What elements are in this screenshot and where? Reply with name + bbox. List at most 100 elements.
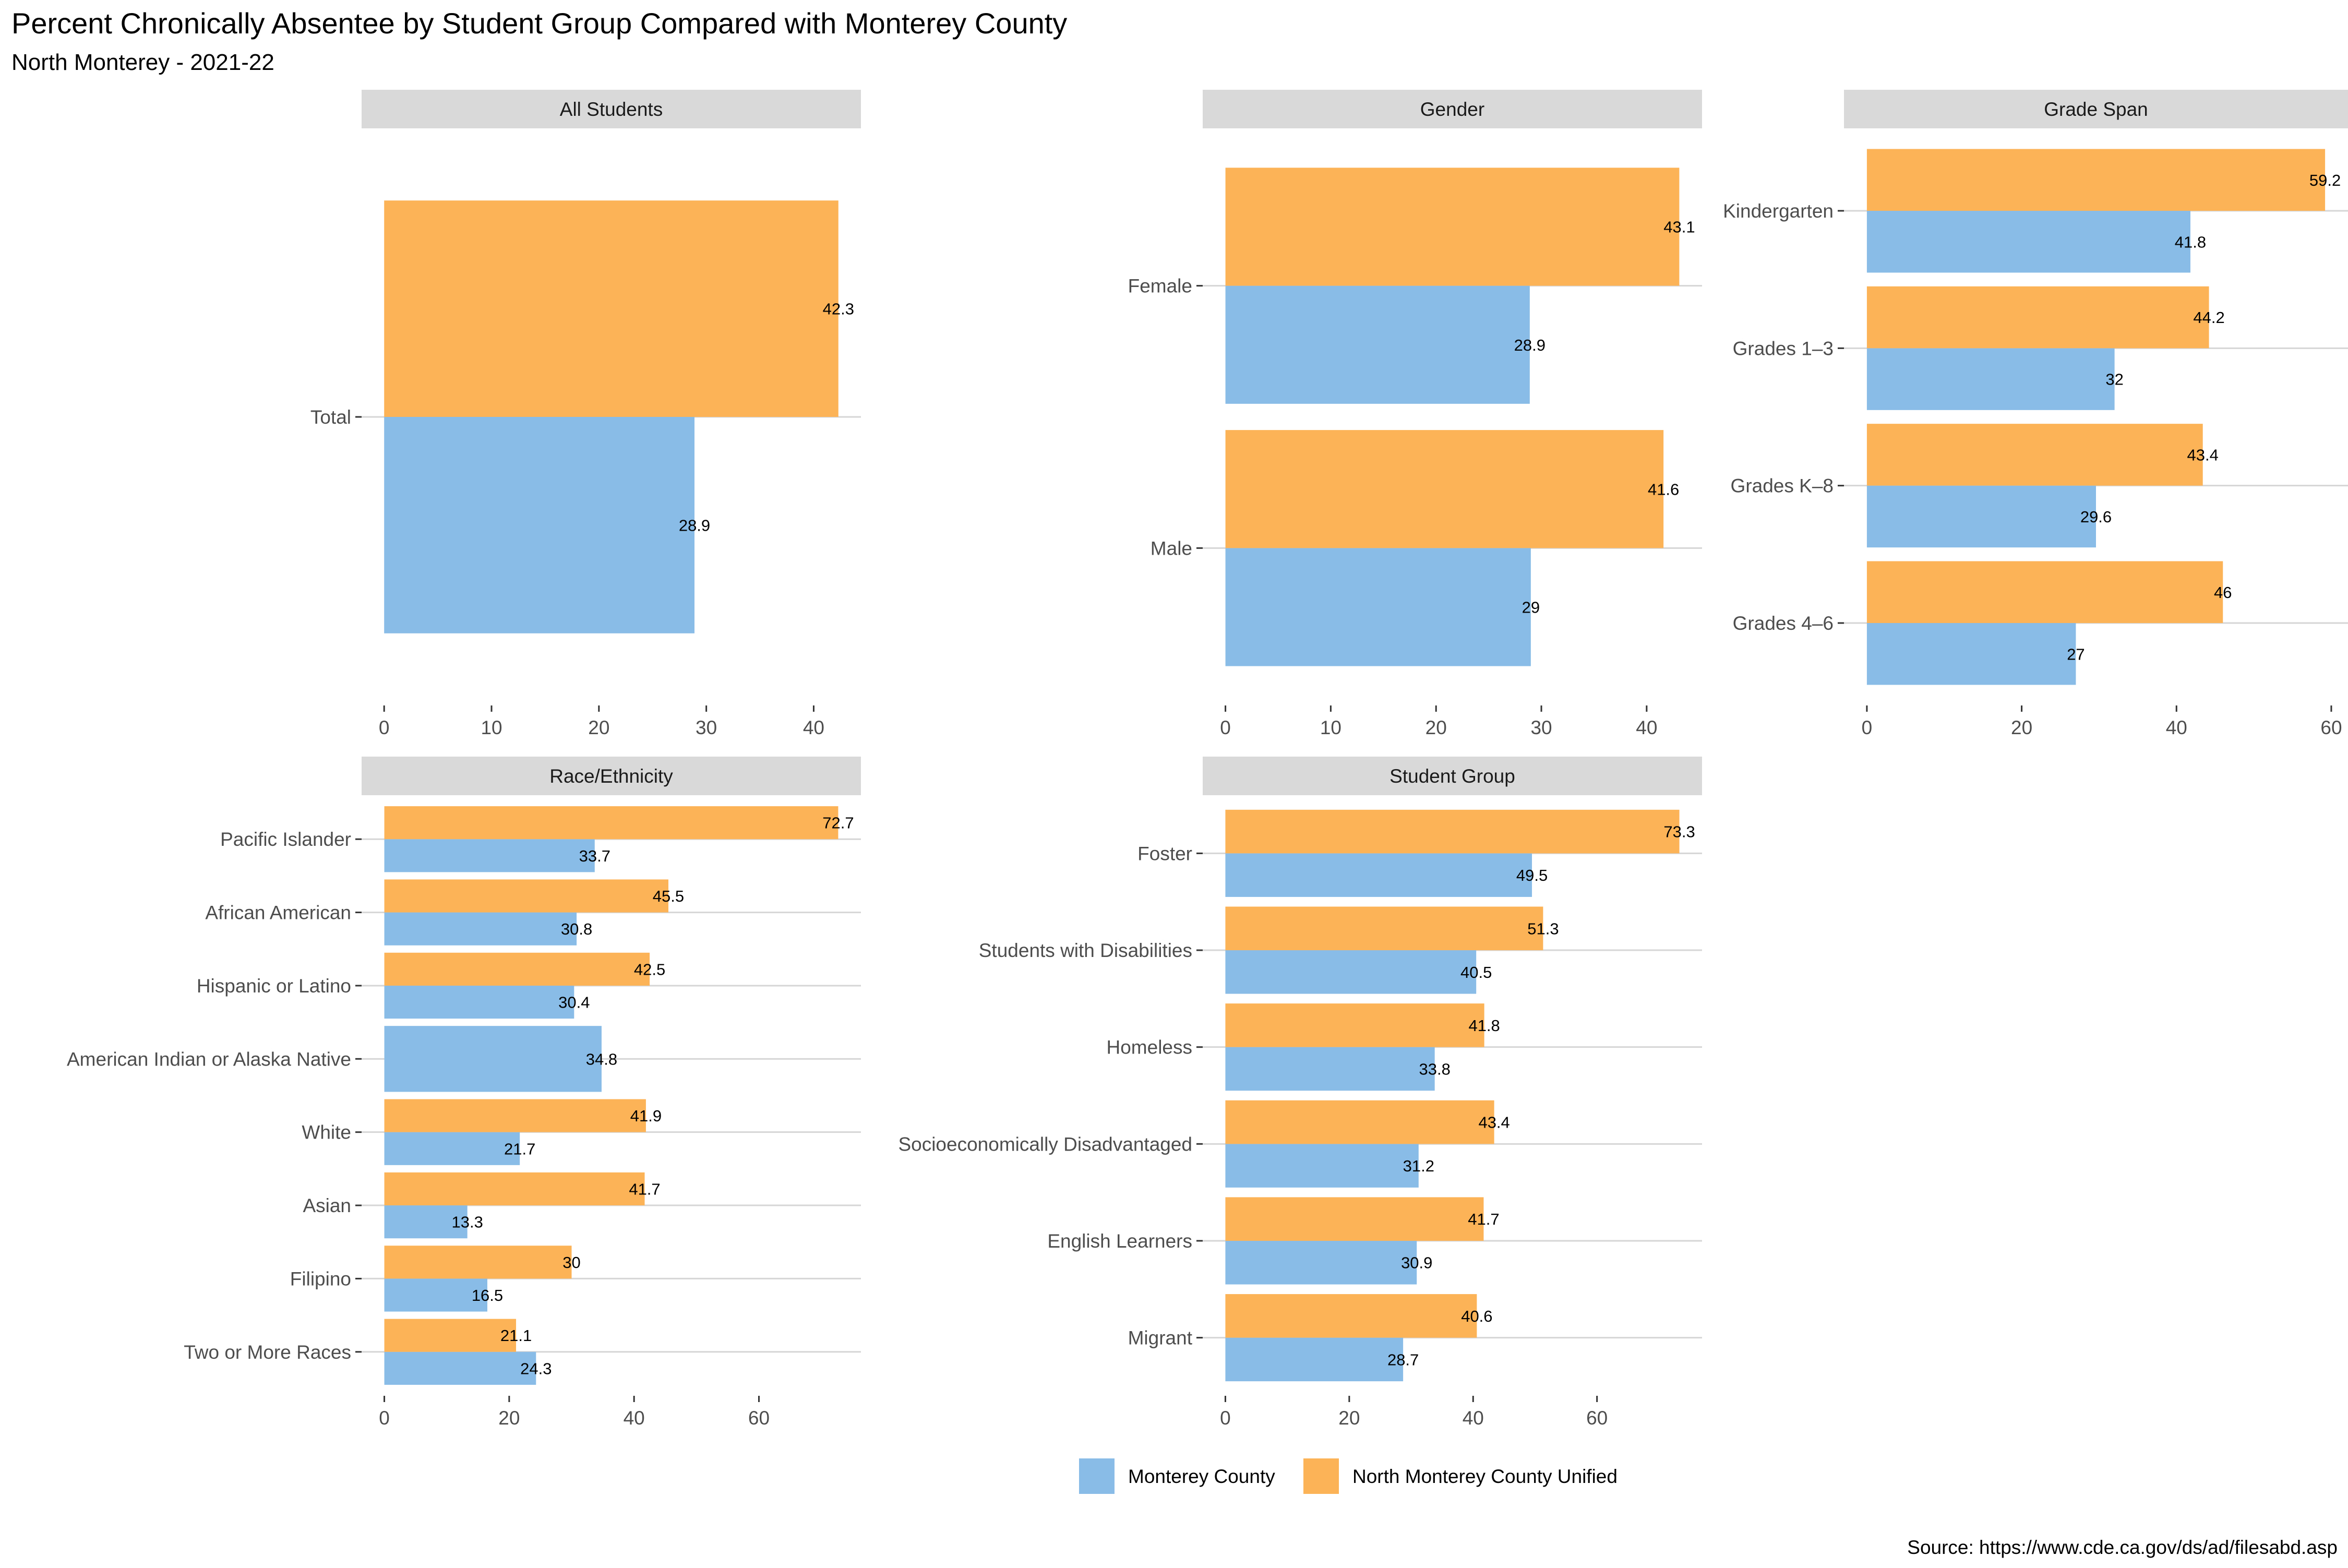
value-label: 46 [2214, 583, 2232, 602]
strip-race-ethnicity [362, 757, 861, 795]
bar-migrant-north-monterey-county-unified [1225, 1294, 1477, 1338]
bar-african-american-north-monterey-county-unified [384, 879, 668, 913]
value-label: 29.6 [2080, 508, 2112, 526]
bar-socioeconomically-disadvantaged-monterey-county [1225, 1144, 1419, 1188]
x-tick-label: 20 [498, 1407, 520, 1429]
category-label-english-learners: English Learners [1047, 1230, 1192, 1252]
value-label: 30.8 [561, 920, 592, 938]
bar-socioeconomically-disadvantaged-north-monterey-county-unified [1225, 1100, 1494, 1144]
bar-male-north-monterey-county-unified [1225, 430, 1664, 548]
bar-english-learners-north-monterey-county-unified [1225, 1197, 1484, 1241]
category-label-homeless: Homeless [1107, 1037, 1193, 1058]
value-label: 41.8 [2175, 233, 2206, 251]
value-label: 59.2 [2309, 171, 2341, 189]
bar-white-monterey-county [384, 1132, 520, 1165]
value-label: 34.8 [586, 1050, 617, 1068]
bar-foster-monterey-county [1225, 853, 1532, 897]
bar-asian-monterey-county [384, 1205, 468, 1239]
bar-foster-north-monterey-county-unified [1225, 809, 1680, 854]
legend-key-north-monterey-county-unified [1303, 1458, 1339, 1494]
bar-students-with-disabilities-north-monterey-county-unified [1225, 906, 1543, 951]
value-label: 43.1 [1663, 218, 1695, 236]
category-label-foster: Foster [1137, 843, 1192, 864]
legend-label-north-monterey-county-unified: North Monterey County Unified [1352, 1466, 1618, 1487]
x-tick-label: 40 [1636, 717, 1657, 738]
value-label: 45.5 [653, 887, 684, 905]
x-tick-label: 10 [481, 717, 502, 738]
bar-filipino-north-monterey-county-unified [384, 1246, 572, 1279]
category-label-male: Male [1151, 537, 1192, 559]
chart-title: Percent Chronically Absentee by Student … [11, 7, 1067, 40]
category-label-migrant: Migrant [1128, 1327, 1193, 1349]
strip-label-race-ethnicity: Race/Ethnicity [549, 765, 673, 787]
strip-label-gender: Gender [1420, 99, 1484, 120]
value-label: 32 [2105, 370, 2123, 389]
value-label: 33.7 [579, 847, 610, 865]
value-label: 41.7 [629, 1180, 660, 1198]
value-label: 30.4 [558, 994, 590, 1012]
value-label: 21.7 [504, 1140, 535, 1158]
x-tick-label: 0 [1220, 1407, 1231, 1429]
x-tick-label: 0 [379, 1407, 390, 1429]
value-label: 51.3 [1527, 919, 1559, 938]
value-label: 29 [1522, 598, 1540, 616]
value-label: 41.9 [630, 1107, 662, 1125]
value-label: 30 [562, 1253, 580, 1272]
bar-grades-4-6-monterey-county [1866, 623, 2076, 685]
category-label-total: Total [310, 406, 351, 428]
value-label: 13.3 [452, 1213, 483, 1231]
legend: Monterey County North Monterey County Uni… [1079, 1458, 1618, 1494]
bar-two-or-more-races-north-monterey-county-unified [384, 1319, 517, 1352]
category-label-african-american: African American [205, 902, 351, 924]
bar-female-north-monterey-county-unified [1225, 167, 1680, 286]
bar-homeless-north-monterey-county-unified [1225, 1003, 1484, 1047]
value-label: 49.5 [1516, 866, 1548, 884]
bar-pacific-islander-north-monterey-county-unified [384, 806, 838, 840]
strip-student-group [1203, 757, 1702, 795]
bar-grades-k-8-monterey-county [1866, 485, 2096, 548]
x-tick-label: 10 [1320, 717, 1341, 738]
bar-grades-1-3-monterey-county [1866, 348, 2115, 410]
bar-students-with-disabilities-monterey-county [1225, 950, 1477, 994]
value-label: 42.5 [634, 960, 665, 978]
x-tick-label: 40 [2166, 717, 2187, 738]
value-label: 31.2 [1403, 1157, 1434, 1175]
category-label-hispanic-or-latino: Hispanic or Latino [197, 975, 351, 997]
value-label: 33.8 [1419, 1060, 1450, 1078]
bar-african-american-monterey-county [384, 912, 577, 945]
x-tick-label: 20 [1338, 1407, 1360, 1429]
value-label: 28.9 [1514, 336, 1546, 354]
bar-male-monterey-county [1225, 548, 1531, 666]
x-tick-label: 60 [2320, 717, 2342, 738]
value-label: 21.1 [500, 1326, 532, 1345]
bar-two-or-more-races-monterey-county [384, 1351, 536, 1385]
value-label: 41.8 [1468, 1016, 1500, 1035]
category-label-pacific-islander: Pacific Islander [220, 829, 351, 850]
category-label-grades-k-8: Grades K–8 [1731, 475, 1834, 497]
category-label-white: White [302, 1122, 351, 1143]
value-label: 40.5 [1460, 963, 1492, 982]
value-label: 28.9 [679, 516, 710, 534]
x-tick-label: 30 [696, 717, 717, 738]
value-label: 40.6 [1461, 1307, 1492, 1325]
value-label: 24.3 [520, 1359, 552, 1378]
strip-grade-span [1844, 90, 2348, 128]
bar-english-learners-monterey-county [1225, 1240, 1417, 1285]
strip-gender [1203, 90, 1702, 128]
category-label-socioeconomically-disadvantaged: Socioeconomically Disadvantaged [898, 1133, 1192, 1155]
value-label: 44.2 [2193, 308, 2224, 327]
category-label-kindergarten: Kindergarten [1723, 200, 1834, 222]
x-tick-label: 0 [1862, 717, 1873, 738]
value-label: 28.7 [1387, 1350, 1419, 1369]
category-label-grades-1-3: Grades 1–3 [1733, 338, 1834, 359]
x-tick-label: 0 [379, 717, 390, 738]
value-label: 27 [2067, 645, 2085, 663]
panel-student-group: Student Group 49.5 73.3 Foster 40.5 51.3 Stude… [898, 757, 1702, 1429]
x-tick-label: 60 [748, 1407, 770, 1429]
value-label: 30.9 [1401, 1254, 1432, 1272]
legend-label-monterey-county: Monterey County [1128, 1466, 1275, 1487]
bar-hispanic-or-latino-north-monterey-county-unified [384, 952, 650, 986]
panel-all-students: All Students 28.9 42.3 Total 0 10 20 30 40 [310, 90, 861, 738]
